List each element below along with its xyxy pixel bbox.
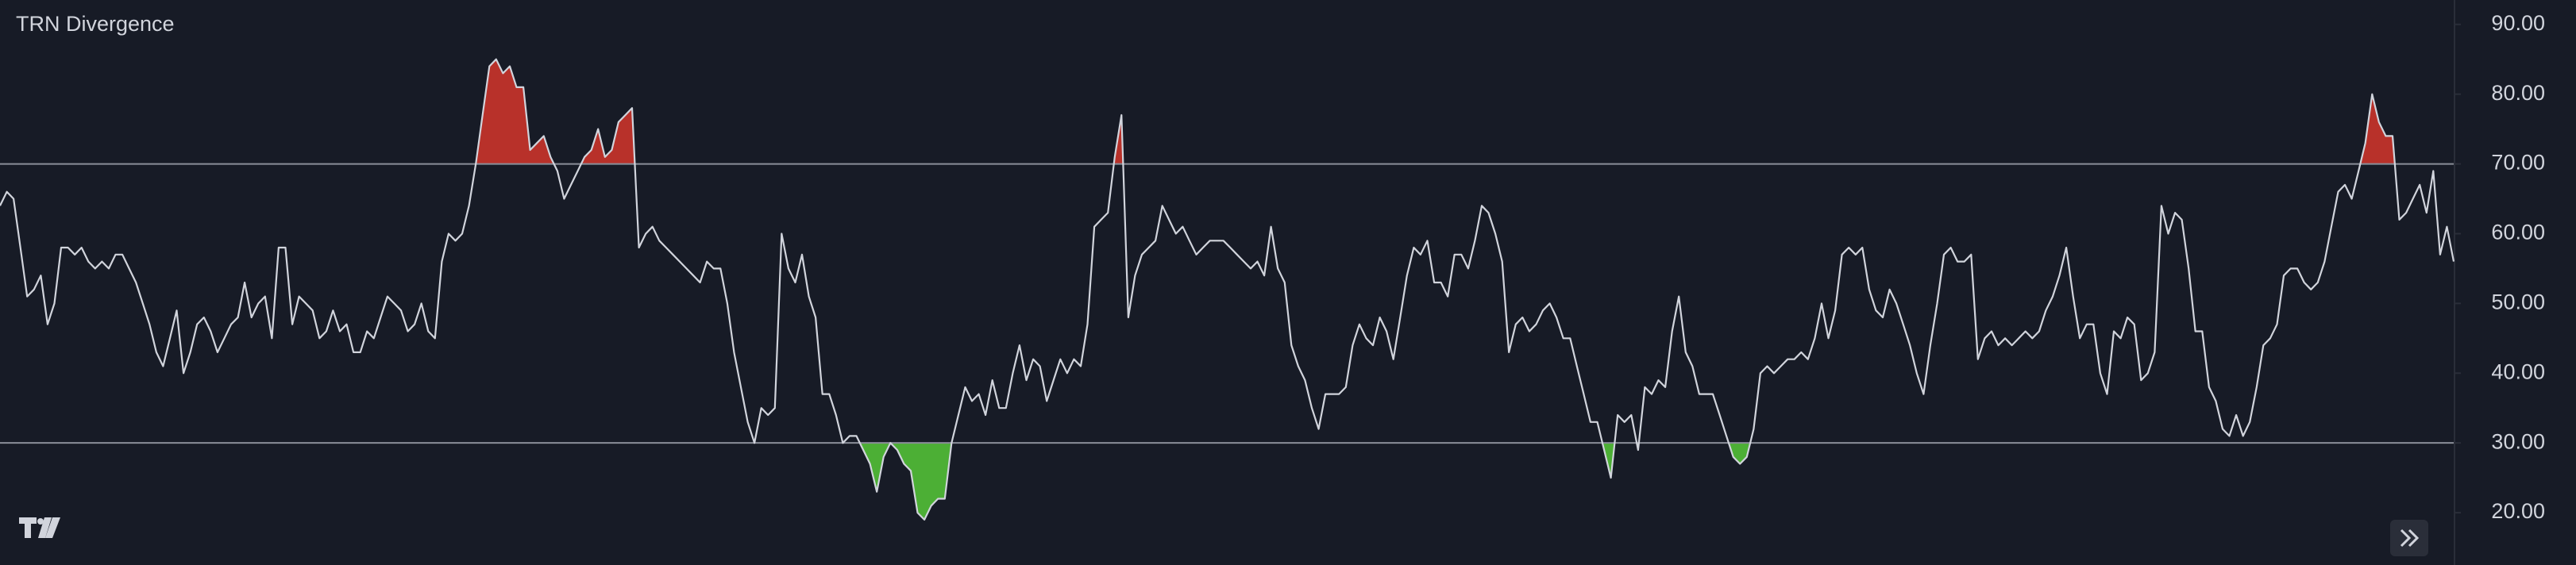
plot-area	[0, 58, 2455, 521]
scroll-button[interactable]	[2390, 520, 2428, 556]
y-tick-label: 20.00	[2491, 499, 2545, 523]
chart-title: TRN Divergence	[16, 12, 175, 36]
y-tick-label: 60.00	[2491, 221, 2545, 244]
series-line	[0, 58, 2455, 521]
y-tick-label: 30.00	[2491, 429, 2545, 453]
y-tick-label: 80.00	[2491, 81, 2545, 105]
logo	[19, 517, 60, 538]
y-tick-label: 90.00	[2491, 11, 2545, 35]
y-tick-label: 70.00	[2491, 151, 2545, 175]
y-tick-label: 50.00	[2491, 290, 2545, 313]
y-tick-label: 40.00	[2491, 359, 2545, 383]
